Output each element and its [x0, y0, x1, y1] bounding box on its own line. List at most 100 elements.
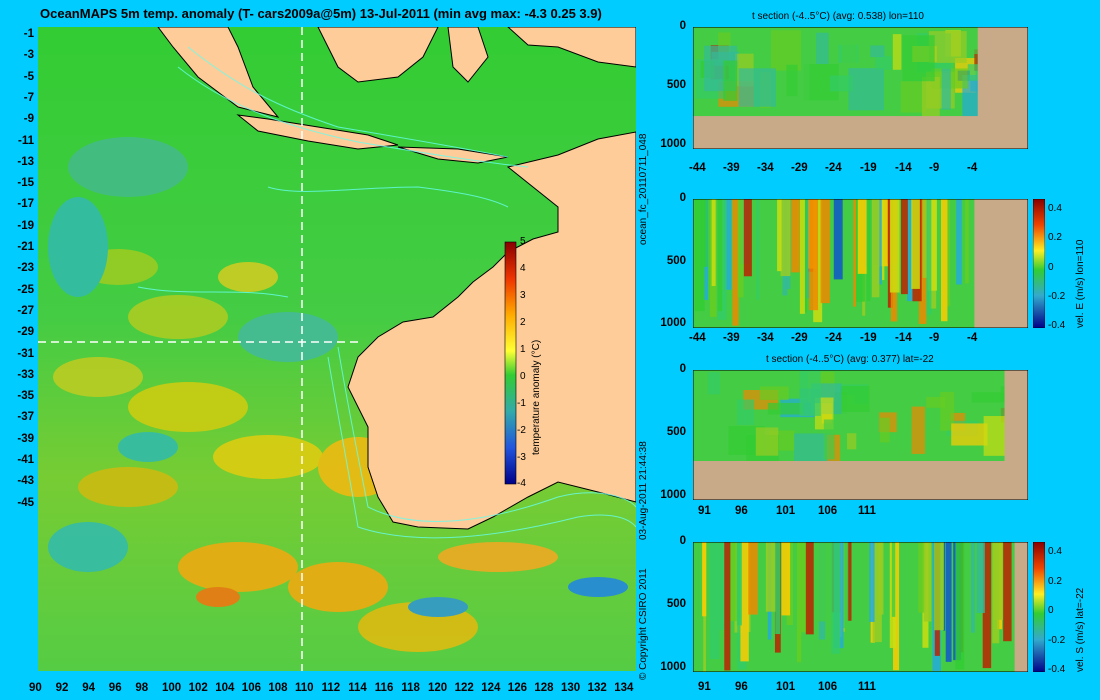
anomaly-map[interactable] — [38, 27, 636, 671]
cb-tick: 0 — [520, 371, 526, 382]
lat-tick: -43 — [17, 475, 34, 488]
lat-tick: -45 — [17, 496, 34, 509]
section-x-tick: -34 — [757, 332, 774, 344]
depth-tick: 0 — [679, 20, 686, 32]
section-x-tick: 96 — [735, 505, 748, 517]
lat-tick: -31 — [17, 347, 34, 360]
lon-tick: 130 — [561, 682, 581, 694]
cb-tick: 4 — [520, 263, 526, 274]
lon-tick: 132 — [587, 682, 607, 694]
lon-tick: 96 — [108, 682, 122, 694]
section-x-tick: -4 — [967, 162, 978, 174]
panel-cb-tick: -0.4 — [1048, 320, 1066, 331]
depth-tick: 0 — [679, 535, 686, 547]
panel-colorbar — [1033, 199, 1045, 328]
panel-1-title: t section (-4..5°C) (avg: 0.538) lon=110 — [752, 11, 924, 22]
section-x-tick: -34 — [757, 162, 774, 174]
section-x-tick: 101 — [776, 505, 796, 517]
lon-tick: 90 — [29, 682, 42, 694]
section-x-tick: -29 — [791, 162, 808, 174]
section-panel-4[interactable] — [693, 542, 1028, 672]
depth-tick: 500 — [666, 426, 686, 439]
lat-tick: -35 — [17, 390, 34, 403]
lat-tick: -21 — [17, 241, 34, 253]
section-x-tick: -44 — [689, 162, 706, 174]
section-x-tick: -4 — [967, 332, 978, 344]
section-x-tick: -44 — [689, 332, 706, 344]
cb-tick: 3 — [520, 290, 526, 301]
panel-cb-label: vel. S (m/s) lat=-22 — [1075, 587, 1086, 672]
lat-tick: -5 — [23, 70, 34, 83]
lat-tick: -25 — [17, 283, 34, 296]
lon-tick: 92 — [55, 682, 69, 694]
landmass — [157, 27, 636, 530]
lon-tick: 100 — [162, 682, 182, 694]
panel-cb-tick: 0.2 — [1048, 575, 1062, 587]
depth-tick: 1000 — [660, 661, 686, 674]
panel-cb-tick: 0.4 — [1048, 546, 1062, 557]
lon-tick: 116 — [374, 682, 394, 694]
section-x-tick: 91 — [698, 681, 711, 693]
cb-tick: 5 — [520, 236, 526, 247]
lat-tick: -29 — [17, 326, 34, 339]
lon-tick: 106 — [241, 682, 261, 694]
depth-tick: 500 — [666, 254, 686, 267]
panel-cb-tick: 0.2 — [1048, 232, 1062, 244]
lon-tick: 102 — [188, 682, 208, 694]
lat-tick: -15 — [17, 177, 34, 190]
lon-tick: 114 — [348, 682, 367, 694]
section-x-tick: -19 — [860, 162, 877, 174]
lon-tick: 110 — [295, 682, 314, 694]
crosshair — [38, 27, 358, 671]
section-x-tick: -14 — [895, 162, 912, 174]
cb-tick: -2 — [517, 425, 526, 436]
lat-tick: -27 — [17, 304, 34, 317]
section-panel-1[interactable] — [693, 27, 1028, 149]
lon-tick: 122 — [454, 682, 474, 694]
lon-tick: 118 — [401, 682, 420, 694]
panel-cb-tick: -0.2 — [1048, 634, 1066, 646]
section-x-tick: -39 — [723, 162, 740, 174]
lat-tick: -3 — [23, 49, 34, 62]
depth-tick: 1000 — [660, 317, 686, 330]
cb-tick: 1 — [520, 344, 526, 355]
depth-tick: 1000 — [660, 138, 686, 151]
lat-tick: -1 — [23, 28, 34, 40]
lon-tick: 120 — [428, 682, 448, 694]
lat-tick: -41 — [17, 454, 34, 466]
depth-tick: 1000 — [660, 489, 686, 502]
lat-tick: -19 — [17, 219, 34, 232]
depth-tick: 0 — [679, 192, 686, 204]
section-panel-3[interactable] — [693, 370, 1028, 500]
lat-tick: -9 — [23, 113, 34, 126]
lat-tick: -7 — [23, 91, 34, 104]
panel-cb-label: vel. E (m/s) lon=110 — [1075, 239, 1086, 328]
section-x-tick: 96 — [735, 681, 748, 693]
panel-cb-tick: 0.4 — [1048, 203, 1062, 214]
lon-tick: 108 — [268, 682, 288, 694]
section-x-tick: -9 — [929, 332, 940, 344]
cb-tick: 2 — [520, 317, 526, 328]
lat-tick: -23 — [17, 262, 34, 275]
eddy-patches — [48, 137, 628, 652]
lat-tick: -13 — [17, 155, 34, 168]
section-x-tick: -19 — [860, 332, 877, 344]
section-x-tick: 106 — [818, 681, 838, 693]
panel-cb-tick: 0 — [1048, 261, 1054, 273]
lon-tick: 104 — [215, 682, 235, 694]
lat-tick: -39 — [17, 432, 34, 445]
lon-tick: 134 — [614, 682, 634, 694]
section-x-tick: 91 — [698, 505, 711, 517]
depth-tick: 500 — [666, 598, 686, 611]
section-panel-2[interactable] — [693, 199, 1028, 328]
panel-colorbar — [1033, 542, 1045, 672]
section-x-tick: 111 — [858, 681, 876, 693]
section-x-tick: 106 — [818, 505, 838, 517]
section-x-tick: -24 — [825, 162, 842, 174]
panel-cb-tick: -0.4 — [1048, 664, 1066, 675]
lon-tick: 128 — [534, 682, 554, 694]
section-x-tick: -9 — [929, 162, 940, 174]
lon-tick: 98 — [135, 682, 149, 694]
section-x-tick: -39 — [723, 332, 740, 344]
lon-tick: 126 — [507, 682, 527, 694]
